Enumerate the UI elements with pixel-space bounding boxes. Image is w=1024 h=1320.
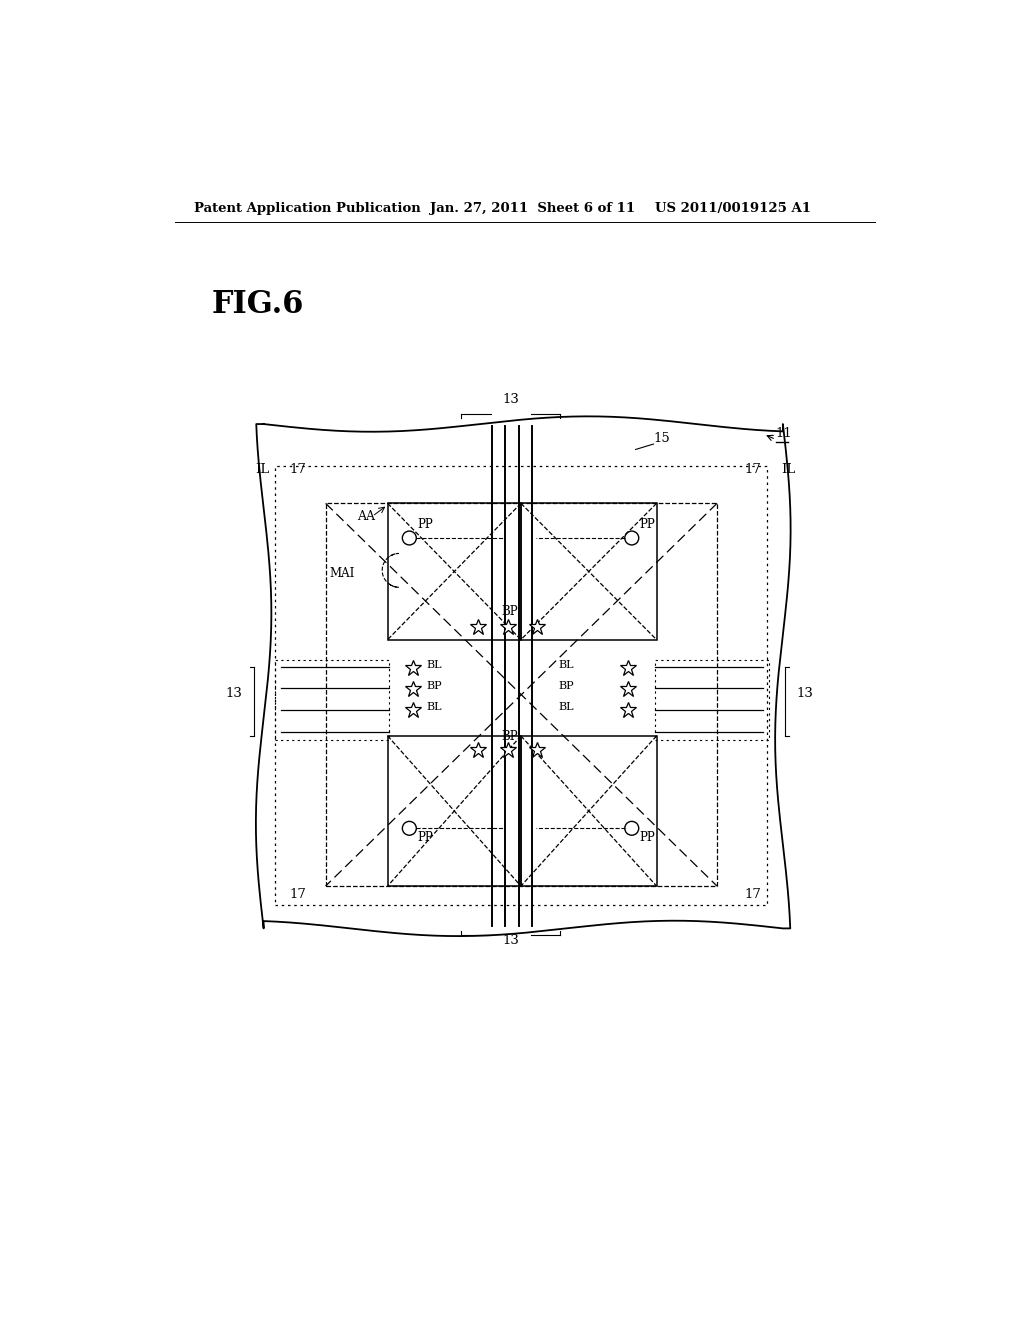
- Text: PP: PP: [417, 517, 433, 531]
- Text: 11: 11: [776, 428, 793, 440]
- Text: IL: IL: [256, 462, 270, 475]
- Bar: [521, 503, 656, 640]
- Text: AA: AA: [356, 511, 375, 523]
- Bar: [521, 737, 656, 886]
- Text: BL: BL: [426, 702, 442, 713]
- Bar: [326, 503, 717, 886]
- Bar: [388, 503, 521, 640]
- Text: BP: BP: [426, 681, 442, 690]
- Bar: [275, 660, 389, 739]
- Text: Patent Application Publication: Patent Application Publication: [194, 202, 421, 215]
- Bar: [388, 737, 521, 886]
- Text: 17: 17: [744, 887, 761, 900]
- Text: 13: 13: [796, 688, 813, 701]
- Text: PP: PP: [417, 830, 433, 843]
- Text: 15: 15: [653, 432, 670, 445]
- Text: MAI: MAI: [330, 566, 355, 579]
- Text: 17: 17: [289, 462, 306, 475]
- Text: 13: 13: [503, 393, 519, 407]
- Text: BL: BL: [558, 660, 573, 671]
- Text: US 2011/0019125 A1: US 2011/0019125 A1: [655, 202, 811, 215]
- Text: BL: BL: [558, 702, 573, 713]
- Text: FIG.6: FIG.6: [212, 289, 304, 321]
- Text: BL: BL: [426, 660, 442, 671]
- Text: IL: IL: [781, 462, 796, 475]
- Text: BP: BP: [501, 730, 517, 743]
- Text: BP: BP: [558, 681, 573, 690]
- Text: PP: PP: [640, 517, 655, 531]
- Text: 13: 13: [226, 688, 243, 701]
- Text: 13: 13: [503, 933, 519, 946]
- Text: PP: PP: [640, 830, 655, 843]
- Text: BP: BP: [501, 605, 517, 618]
- Bar: [275, 466, 767, 906]
- Bar: [655, 660, 769, 739]
- Text: 17: 17: [289, 887, 306, 900]
- Text: 17: 17: [744, 462, 761, 475]
- Text: Jan. 27, 2011  Sheet 6 of 11: Jan. 27, 2011 Sheet 6 of 11: [430, 202, 635, 215]
